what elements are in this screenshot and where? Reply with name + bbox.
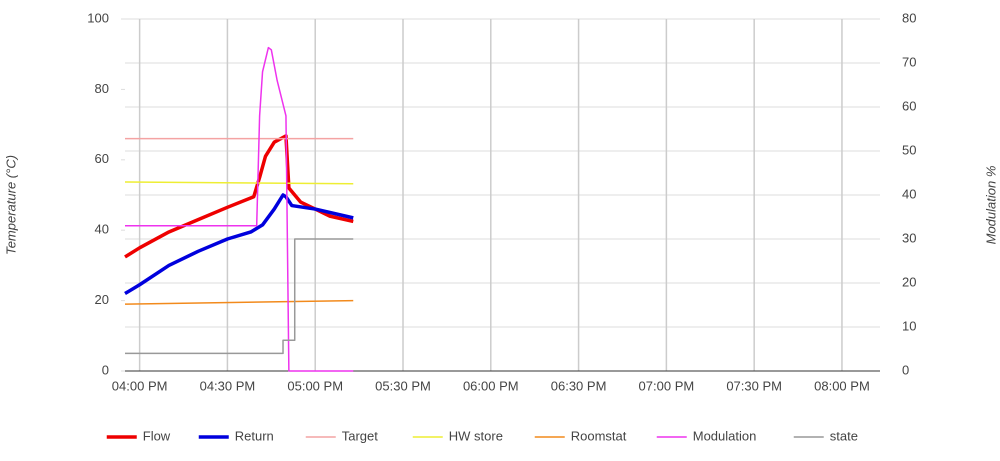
series-line <box>124 299 354 305</box>
y2-tick-label: 10 <box>902 318 916 333</box>
series-line <box>125 238 354 355</box>
y-tick-label: 0 <box>102 362 109 377</box>
y-tick-label: 100 <box>87 10 109 25</box>
x-tick-label: 06:00 PM <box>463 378 519 393</box>
y-tick-label: 60 <box>95 151 109 166</box>
legend-label: Modulation <box>693 428 757 443</box>
legend-label: Target <box>342 428 379 443</box>
y-tick-label: 80 <box>95 81 109 96</box>
legend-label: HW store <box>449 428 503 443</box>
legend-label: state <box>830 428 858 443</box>
y2-axis-title: Modulation % <box>983 166 998 245</box>
series-line <box>125 46 354 372</box>
x-tick-label: 06:30 PM <box>551 378 607 393</box>
x-tick-label: 07:30 PM <box>726 378 782 393</box>
y2-tick-label: 20 <box>902 274 916 289</box>
x-tick-label: 07:00 PM <box>639 378 695 393</box>
x-tick-label: 05:30 PM <box>375 378 431 393</box>
y2-tick-label: 80 <box>902 10 916 25</box>
y-tick-label: 40 <box>95 222 109 237</box>
series-line <box>124 193 354 296</box>
y2-tick-label: 60 <box>902 98 916 113</box>
y2-tick-label: 40 <box>902 186 916 201</box>
y-tick-label: 20 <box>95 292 109 307</box>
x-tick-label: 08:00 PM <box>814 378 870 393</box>
y2-tick-label: 70 <box>902 54 916 69</box>
legend-label: Return <box>235 428 274 443</box>
y2-tick-label: 30 <box>902 230 916 245</box>
x-tick-label: 05:00 PM <box>287 378 343 393</box>
series-line <box>124 181 354 185</box>
y-axis-title: Temperature (°C) <box>3 155 18 255</box>
y2-tick-label: 50 <box>902 142 916 157</box>
x-tick-label: 04:30 PM <box>200 378 256 393</box>
legend-label: Flow <box>143 428 171 443</box>
x-tick-label: 04:00 PM <box>112 378 168 393</box>
legend-label: Roomstat <box>571 428 627 443</box>
y2-tick-label: 0 <box>902 362 909 377</box>
